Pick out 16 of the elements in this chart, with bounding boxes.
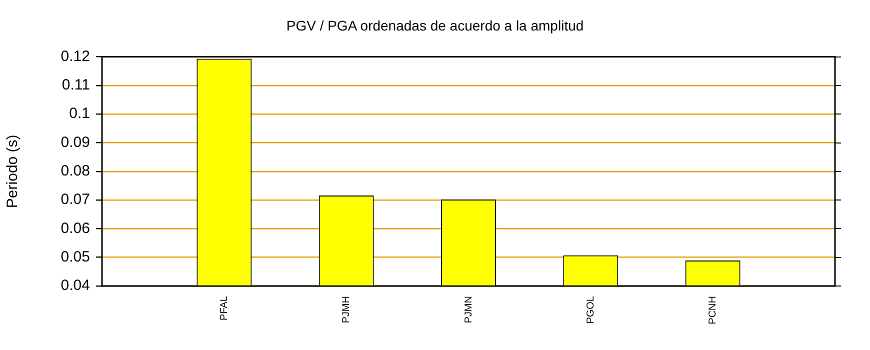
y-tick-label: 0.08 <box>60 162 90 180</box>
y-axis-title: Periodo (s) <box>4 134 22 208</box>
y-tick-label: 0.05 <box>60 248 90 266</box>
y-tick-label: 0.07 <box>60 191 90 208</box>
x-tick-label: PJMH <box>341 296 352 324</box>
y-tick-label: 0.04 <box>60 277 90 294</box>
y-tick-label: 0.06 <box>60 220 90 237</box>
x-tick-label: PGOL <box>585 296 596 324</box>
x-tick-label: PJMN <box>463 296 474 324</box>
y-tick-label: 0.12 <box>60 48 90 65</box>
y-tick-label: 0.09 <box>60 134 90 151</box>
x-tick-label: PFAL <box>218 296 230 320</box>
chart-title: PGV / PGA ordenadas de acuerdo a la amplitud <box>286 17 584 34</box>
x-tick-label: PCNH <box>708 296 719 324</box>
y-tick-label: 0.11 <box>62 76 90 94</box>
y-tick-label: 0.1 <box>69 105 90 122</box>
